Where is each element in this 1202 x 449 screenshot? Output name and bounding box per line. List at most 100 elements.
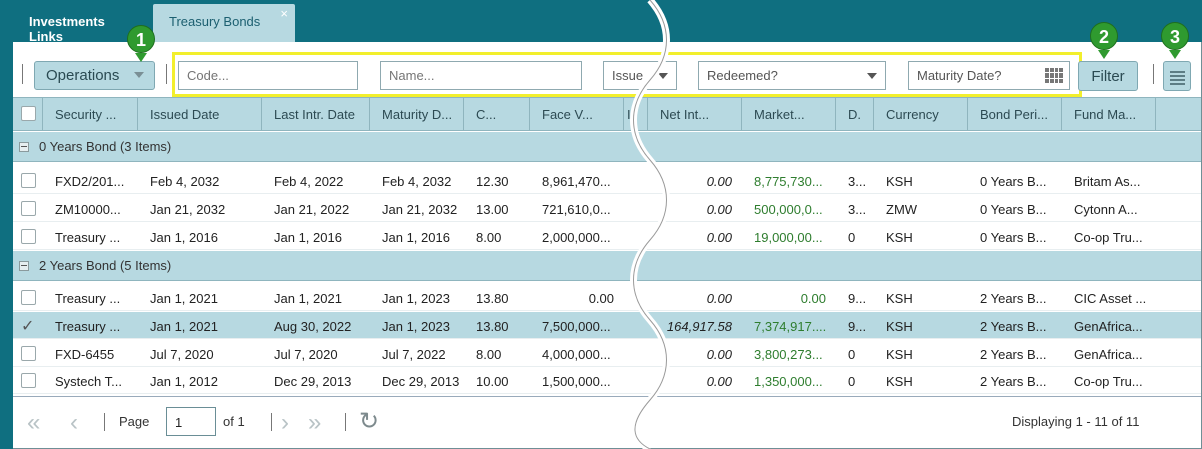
row-checkbox[interactable] bbox=[21, 373, 36, 388]
bonds-grid: Security ... Issued Date Last Intr. Date… bbox=[13, 97, 1201, 396]
maturity-date-input[interactable]: Maturity Date? bbox=[908, 61, 1070, 90]
table-row[interactable]: Treasury ... Jan 1, 2016 Jan 1, 2016 Jan… bbox=[13, 223, 1201, 250]
filter-button[interactable]: Filter bbox=[1078, 61, 1138, 91]
cell-bond-period: 0 Years B... bbox=[980, 202, 1047, 217]
cell-security: Systech T... bbox=[55, 374, 122, 389]
cell-d: 9... bbox=[848, 291, 867, 306]
header-checkbox-cell bbox=[13, 98, 43, 131]
table-row[interactable]: ZM10000... Jan 21, 2032 Jan 21, 2022 Jan… bbox=[13, 195, 1201, 222]
cell-maturity-date: Feb 4, 2032 bbox=[382, 174, 452, 189]
column-header-net-int[interactable]: Net Int... bbox=[648, 98, 742, 131]
cell-security: Treasury ... bbox=[55, 291, 121, 306]
callout-pointer bbox=[1098, 50, 1110, 59]
cell-currency: KSH bbox=[886, 319, 913, 334]
last-page-icon[interactable]: » bbox=[308, 409, 322, 436]
name-input-field[interactable] bbox=[389, 68, 581, 83]
toolbar-separator bbox=[22, 64, 23, 84]
next-page-icon[interactable]: › bbox=[281, 409, 289, 436]
column-header-bond-period[interactable]: Bond Peri... bbox=[968, 98, 1062, 131]
cell-issued-date: Jan 1, 2021 bbox=[150, 291, 218, 306]
collapse-icon[interactable] bbox=[19, 142, 29, 152]
cell-c: 8.00 bbox=[476, 347, 502, 362]
page-number-input[interactable]: 1 bbox=[166, 407, 216, 436]
cell-security: FXD2/201... bbox=[55, 174, 125, 189]
first-page-icon[interactable]: « bbox=[27, 409, 41, 436]
refresh-icon[interactable]: ↻ bbox=[359, 408, 380, 435]
column-header-last-intr-date[interactable]: Last Intr. Date bbox=[262, 98, 370, 131]
close-icon[interactable]: × bbox=[280, 6, 288, 21]
cell-last-intr-date: Jan 21, 2022 bbox=[274, 202, 350, 217]
cell-net-int: 0.00 bbox=[706, 374, 732, 389]
table-row[interactable]: Treasury ... Jan 1, 2021 Jan 1, 2021 Jan… bbox=[13, 284, 1201, 311]
column-menu-button[interactable] bbox=[1163, 61, 1191, 91]
cell-face-value: 1,500,000... bbox=[542, 374, 611, 389]
code-input-field[interactable] bbox=[187, 68, 357, 83]
column-header-fund-manager[interactable]: Fund Ma... bbox=[1062, 98, 1156, 131]
cell-face-value: 721,610,0... bbox=[542, 202, 611, 217]
row-checkbox[interactable] bbox=[21, 229, 36, 244]
column-header-issued-date[interactable]: Issued Date bbox=[138, 98, 262, 131]
column-header-in[interactable]: In bbox=[624, 98, 648, 131]
row-checkbox[interactable] bbox=[21, 201, 36, 216]
cell-fund-manager: GenAfrica... bbox=[1074, 347, 1143, 362]
cell-issued-date: Feb 4, 2032 bbox=[150, 174, 220, 189]
redeemed-select[interactable]: Redeemed? bbox=[698, 61, 886, 90]
column-header-c[interactable]: C... bbox=[464, 98, 530, 131]
operations-label: Operations bbox=[46, 67, 120, 84]
row-check-icon[interactable]: ✓ bbox=[21, 318, 35, 335]
column-header-maturity-date[interactable]: Maturity D... bbox=[370, 98, 464, 131]
cell-bond-period: 0 Years B... bbox=[980, 230, 1047, 245]
row-checkbox[interactable] bbox=[21, 173, 36, 188]
previous-page-icon[interactable]: ‹ bbox=[70, 409, 78, 436]
cell-fund-manager: Co-op Tru... bbox=[1074, 230, 1143, 245]
cell-last-intr-date: Aug 30, 2022 bbox=[274, 319, 352, 334]
cell-issued-date: Jan 21, 2032 bbox=[150, 202, 226, 217]
column-header-market[interactable]: Market... bbox=[742, 98, 836, 131]
cell-d: 0 bbox=[848, 230, 856, 245]
cell-face-value: 4,000,000... bbox=[542, 347, 611, 362]
cell-net-int: 164,917.58 bbox=[666, 319, 732, 334]
row-checkbox[interactable] bbox=[21, 346, 36, 361]
chevron-down-icon bbox=[134, 72, 144, 78]
tab-bar: Investments Links Treasury Bonds × bbox=[0, 0, 1202, 44]
cell-fund-manager: CIC Asset ... bbox=[1074, 291, 1147, 306]
cell-bond-period: 2 Years B... bbox=[980, 347, 1047, 362]
toolbar-separator bbox=[1153, 64, 1154, 84]
table-row-selected[interactable]: ✓ Treasury ... Jan 1, 2021 Aug 30, 2022 … bbox=[13, 312, 1201, 339]
collapse-icon[interactable] bbox=[19, 261, 29, 271]
column-header-security[interactable]: Security ... bbox=[43, 98, 138, 131]
tab-investments-links[interactable]: Investments Links bbox=[13, 4, 146, 44]
table-row[interactable]: Systech T... Jan 1, 2012 Dec 29, 2013 De… bbox=[13, 367, 1201, 394]
toolbar-separator bbox=[166, 64, 167, 84]
code-input[interactable] bbox=[178, 61, 358, 90]
calendar-icon[interactable] bbox=[1045, 68, 1063, 83]
cell-d: 3... bbox=[848, 174, 867, 189]
tab-treasury-bonds[interactable]: Treasury Bonds × bbox=[153, 4, 295, 42]
cell-bond-period: 2 Years B... bbox=[980, 291, 1047, 306]
cell-issued-date: Jan 1, 2021 bbox=[150, 319, 218, 334]
name-input[interactable] bbox=[380, 61, 582, 90]
cell-face-value: 0.00 bbox=[588, 291, 614, 306]
group-row-2-years[interactable]: 2 Years Bond (5 Items) bbox=[13, 251, 1201, 281]
select-all-checkbox[interactable] bbox=[21, 106, 36, 121]
cell-market: 0.00 bbox=[800, 291, 826, 306]
cell-issued-date: Jul 7, 2020 bbox=[150, 347, 214, 362]
column-header-face-value[interactable]: Face V... bbox=[530, 98, 624, 131]
cell-c: 10.00 bbox=[476, 374, 509, 389]
group-row-0-years[interactable]: 0 Years Bond (3 Items) bbox=[13, 132, 1201, 162]
issue-select[interactable]: Issue bbox=[603, 61, 677, 90]
table-row[interactable]: FXD2/201... Feb 4, 2032 Feb 4, 2022 Feb … bbox=[13, 167, 1201, 194]
table-row[interactable]: FXD-6455 Jul 7, 2020 Jul 7, 2020 Jul 7, … bbox=[13, 340, 1201, 367]
cell-issued-date: Jan 1, 2012 bbox=[150, 374, 218, 389]
callout-pointer bbox=[1169, 50, 1181, 59]
operations-button[interactable]: Operations bbox=[34, 61, 155, 90]
chevron-down-icon bbox=[658, 73, 668, 79]
cell-c: 13.00 bbox=[476, 202, 509, 217]
toolbar: Operations Issue Redeemed? Maturity Date… bbox=[13, 42, 1201, 97]
cell-market: 7,374,917.... bbox=[754, 319, 827, 334]
column-header-d[interactable]: D. bbox=[836, 98, 874, 131]
column-header-currency[interactable]: Currency bbox=[874, 98, 968, 131]
cell-last-intr-date: Jan 1, 2016 bbox=[274, 230, 342, 245]
row-checkbox[interactable] bbox=[21, 290, 36, 305]
group-label: 0 Years Bond (3 Items) bbox=[39, 139, 172, 154]
